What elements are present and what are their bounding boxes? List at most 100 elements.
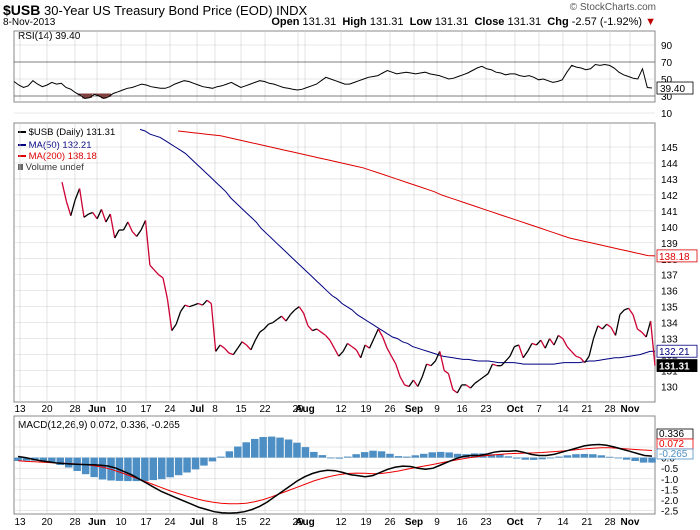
price-segment <box>96 209 103 220</box>
x-axis-label: 15 <box>235 517 247 528</box>
price-segment <box>206 299 212 305</box>
macd-histogram-bar <box>622 457 631 460</box>
down-arrow-icon: ▼ <box>645 16 656 28</box>
macd-histogram-bar <box>242 442 250 458</box>
macd-histogram-bar <box>276 437 284 458</box>
x-axis-label: 20 <box>41 404 53 415</box>
macd-histogram-bar <box>394 456 403 458</box>
x-axis-label: 15 <box>235 404 247 415</box>
x-axis-label: 24 <box>164 404 176 415</box>
ma200-line <box>177 130 656 257</box>
macd-histogram-bar <box>352 454 360 458</box>
x-axis-label: 24 <box>164 517 176 528</box>
macd-histogram-bar <box>267 436 276 458</box>
macd-line <box>17 443 653 514</box>
price-tick-label: 133 <box>661 335 678 346</box>
price-segment <box>246 344 252 351</box>
price-segment <box>478 376 485 381</box>
x-axis-label: Sep <box>405 517 423 528</box>
x-axis-label: Jul <box>190 517 205 528</box>
macd-histogram-bar <box>166 457 174 478</box>
price-segment <box>606 323 612 328</box>
macd-histogram-bar <box>318 455 327 458</box>
price-segment <box>78 188 85 218</box>
price-segment <box>144 220 151 266</box>
x-axis-label: 26 <box>384 517 396 528</box>
macd-histogram-bar <box>436 451 445 458</box>
price-segment <box>210 303 217 352</box>
price-segment <box>184 304 190 308</box>
x-axis-label: 12 <box>335 517 347 528</box>
high-label: High <box>342 16 367 28</box>
price-segment <box>624 307 629 311</box>
x-axis-label: 10 <box>115 404 127 415</box>
x-axis-label: 13 <box>14 517 26 528</box>
price-segment <box>447 373 454 390</box>
price-segment <box>232 347 239 355</box>
rsi-value: 39.40 <box>55 31 81 42</box>
x-axis-label: Jul <box>190 404 205 415</box>
x-axis-label: Aug <box>295 517 314 528</box>
price-segment <box>619 309 625 316</box>
macd-histogram-bar <box>589 454 597 458</box>
x-axis-label: 14 <box>557 517 569 528</box>
price-segment <box>430 360 436 367</box>
price-segment <box>439 351 445 371</box>
legend-volume: Volume undef <box>18 162 84 173</box>
price-segment <box>584 355 590 363</box>
price-segment <box>417 376 423 387</box>
price-segment <box>114 229 120 239</box>
price-tick-label: 134 <box>661 319 678 330</box>
price-tick-label: 131 <box>661 367 678 378</box>
chg-value: -2.57 (-1.92%) <box>571 16 643 28</box>
x-axis-label: 14 <box>557 404 569 415</box>
price-segment <box>571 350 577 357</box>
x-axis-label: 22 <box>259 404 271 415</box>
price-segment <box>268 321 274 325</box>
macd-histogram-bar <box>606 456 614 458</box>
macd-value-box-label: 0.336 <box>659 429 684 440</box>
macd-value-box-label: 0.072 <box>659 439 684 450</box>
low-label: Low <box>409 16 432 28</box>
x-axis-label: 17 <box>140 404 152 415</box>
price-segment <box>641 331 647 338</box>
rsi-tick-label: 30 <box>661 92 673 103</box>
x-axis-label: Nov <box>621 404 640 415</box>
macd-tick-label: -1.0 <box>661 475 679 486</box>
x-axis-label: Sep <box>405 404 423 415</box>
macd-value-box-label: -0.265 <box>659 449 688 460</box>
price-segment <box>140 220 147 231</box>
price-segment <box>136 229 142 237</box>
chg-label: Chg <box>547 16 569 28</box>
macd-histogram-bar <box>648 457 656 463</box>
ma50-line <box>139 128 656 365</box>
x-axis-label: 26 <box>384 404 396 415</box>
macd-histogram-bar <box>90 457 98 478</box>
rsi-name: RSI(14) <box>18 31 53 42</box>
macd-histogram-bar <box>39 457 48 461</box>
price-segment <box>329 339 335 349</box>
price-tick-label: 137 <box>661 271 678 282</box>
price-segment <box>88 211 93 215</box>
legend-ma50-swatch <box>18 144 26 147</box>
price-segment <box>320 331 326 336</box>
price-segment <box>215 344 221 352</box>
macd-histogram-bar <box>251 438 259 458</box>
macd-histogram-bar <box>411 455 420 458</box>
macd-histogram-bar <box>453 453 462 458</box>
price-segment <box>395 363 401 378</box>
macd-histogram-bar <box>563 455 572 458</box>
price-segment <box>83 213 89 218</box>
price-segment <box>162 277 169 299</box>
price-segment <box>153 269 160 276</box>
price-tick-label: 135 <box>661 303 678 314</box>
macd-histogram-bar <box>234 446 242 458</box>
price-segment <box>505 355 511 362</box>
macd-signal-line <box>17 447 653 505</box>
price-segment <box>535 339 542 346</box>
chart-title: $USB 30-Year US Treasury Bond Price (EOD… <box>3 2 307 18</box>
macd-histogram-bar <box>538 457 546 460</box>
macd-histogram-bar <box>639 457 648 463</box>
price-segment <box>628 307 634 315</box>
price-segment <box>382 336 388 349</box>
